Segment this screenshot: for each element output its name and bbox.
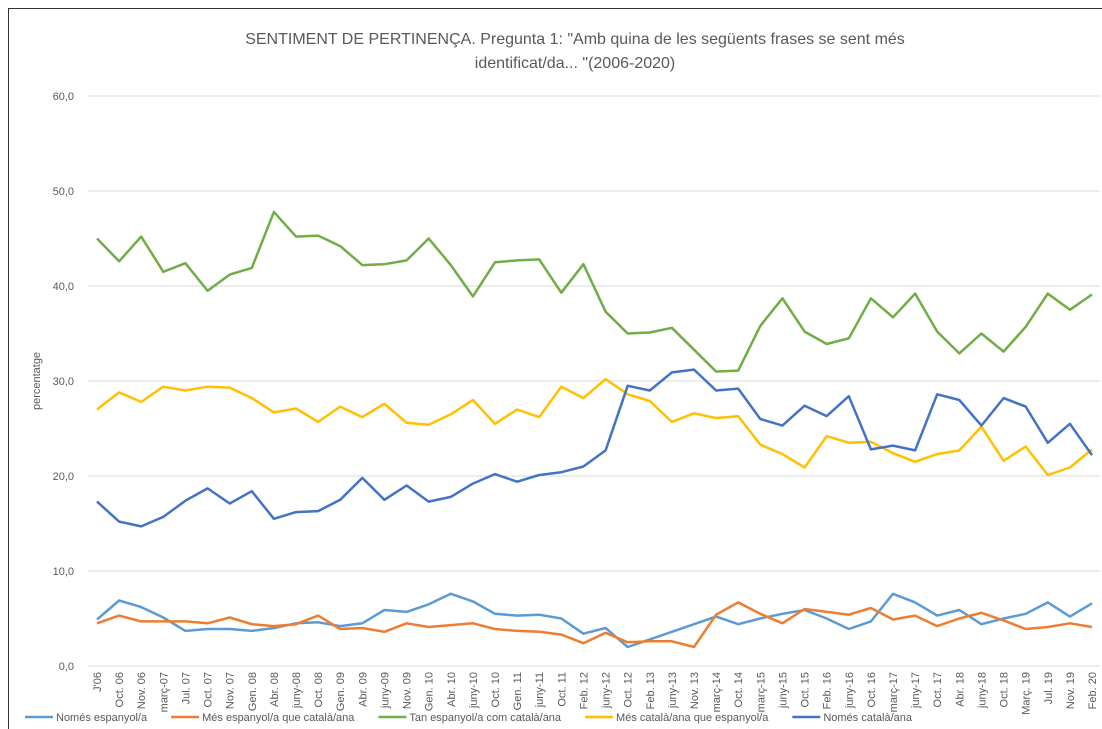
x-tick-label: Nov. 06 xyxy=(136,672,148,709)
x-tick-label: Gen. 09 xyxy=(335,672,347,711)
y-tick-label: 50,0 xyxy=(53,186,74,198)
x-tick-label: març-14 xyxy=(711,672,723,712)
x-tick-label: Abr. 10 xyxy=(446,672,458,707)
x-tick-label: Abr. 08 xyxy=(269,672,281,707)
chart-title: SENTIMENT DE PERTINENÇA. Pregunta 1: "Am… xyxy=(245,31,905,48)
x-tick-label: Març. 19 xyxy=(1021,672,1033,715)
x-tick-label: juny-17 xyxy=(910,672,922,709)
x-tick-label: Oct. 07 xyxy=(203,672,215,707)
x-tick-label: Oct. 10 xyxy=(490,672,502,707)
x-tick-label: Oct. 12 xyxy=(623,672,635,707)
x-tick-label: Feb. 12 xyxy=(578,672,590,709)
x-tick-label: Abr. 09 xyxy=(357,672,369,707)
x-tick-label: Gen. 10 xyxy=(424,672,436,711)
legend-label: Més català/ana que espanyol/a xyxy=(616,712,769,724)
legend-label: Tan espanyol/a com català/ana xyxy=(409,712,562,724)
y-axis-label: percentatge xyxy=(31,352,43,410)
x-tick-label: març-07 xyxy=(158,672,170,712)
x-tick-label: març-15 xyxy=(755,672,767,712)
data-line xyxy=(96,601,1093,649)
x-tick-label: juny-09 xyxy=(379,672,391,709)
legend-label: Més espanyol/a que català/ana xyxy=(202,712,355,724)
x-tick-label: juny-15 xyxy=(777,672,789,709)
x-tick-label: Oct. 11 xyxy=(556,672,568,707)
x-tick-label: Oct. 06 xyxy=(114,672,126,707)
x-tick-label: Feb. 16 xyxy=(822,672,834,709)
legend-label: Només espanyol/a xyxy=(56,712,148,724)
x-tick-label: juny-11 xyxy=(534,672,546,708)
data-line xyxy=(96,377,1093,477)
x-tick-label: juny-13 xyxy=(667,672,679,709)
legend-label: Només català/ana xyxy=(823,712,913,724)
y-tick-label: 0,0 xyxy=(59,661,74,673)
x-tick-label: juny-10 xyxy=(468,672,480,709)
x-tick-label: juny-08 xyxy=(291,672,303,709)
data-line xyxy=(96,210,1093,373)
x-tick-label: Oct. 08 xyxy=(313,672,325,707)
x-tick-label: Gen. 11 xyxy=(512,672,524,710)
data-line xyxy=(96,368,1094,528)
y-tick-label: 40,0 xyxy=(53,281,74,293)
x-tick-label: Jul. 19 xyxy=(1043,672,1055,704)
x-tick-label: Gen. 08 xyxy=(247,672,259,711)
chart-frame xyxy=(8,8,1102,729)
x-tick-label: Oct. 18 xyxy=(999,672,1011,707)
x-tick-label: Nov. 19 xyxy=(1065,672,1077,709)
y-tick-label: 30,0 xyxy=(53,376,74,388)
x-tick-label: juny-16 xyxy=(844,672,856,709)
x-tick-label: Oct. 16 xyxy=(866,672,878,707)
x-tick-label: Oct. 17 xyxy=(932,672,944,707)
data-line xyxy=(96,592,1093,649)
x-tick-label: Abr. 18 xyxy=(954,672,966,707)
x-tick-label: juny-12 xyxy=(601,672,613,709)
x-tick-label: Oct. 15 xyxy=(800,672,812,707)
x-tick-label: març-17 xyxy=(888,672,900,712)
x-tick-label: J'06 xyxy=(92,672,104,692)
x-tick-label: juny-18 xyxy=(976,672,988,709)
y-tick-label: 60,0 xyxy=(53,91,74,103)
x-tick-label: Oct. 14 xyxy=(733,672,745,707)
x-tick-label: Feb. 20 xyxy=(1087,672,1099,709)
y-tick-label: 20,0 xyxy=(53,471,74,483)
x-tick-label: Nov. 13 xyxy=(689,672,701,709)
x-tick-label: Jul. 07 xyxy=(180,672,192,704)
x-tick-label: Nov. 07 xyxy=(225,672,237,709)
x-tick-label: Nov. 09 xyxy=(402,672,414,709)
y-tick-label: 10,0 xyxy=(53,566,74,578)
chart-title: identificat/da... "(2006-2020) xyxy=(475,55,675,72)
x-tick-label: Feb. 13 xyxy=(645,672,657,709)
